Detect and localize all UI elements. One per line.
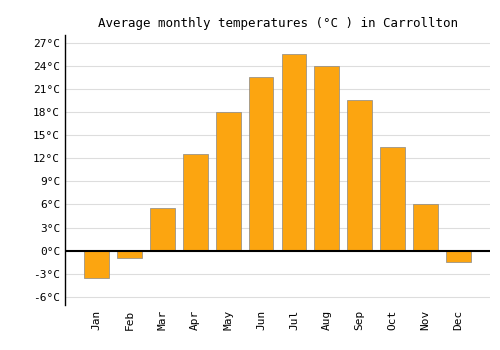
- Bar: [150, 208, 174, 251]
- Bar: [216, 112, 240, 251]
- Bar: [248, 77, 274, 251]
- Bar: [183, 154, 208, 251]
- Bar: [413, 204, 438, 251]
- Bar: [314, 66, 339, 251]
- Bar: [282, 54, 306, 251]
- Bar: [348, 100, 372, 251]
- Bar: [446, 251, 470, 262]
- Bar: [380, 147, 405, 251]
- Title: Average monthly temperatures (°C ) in Carrollton: Average monthly temperatures (°C ) in Ca…: [98, 17, 458, 30]
- Bar: [84, 251, 109, 278]
- Bar: [117, 251, 142, 258]
